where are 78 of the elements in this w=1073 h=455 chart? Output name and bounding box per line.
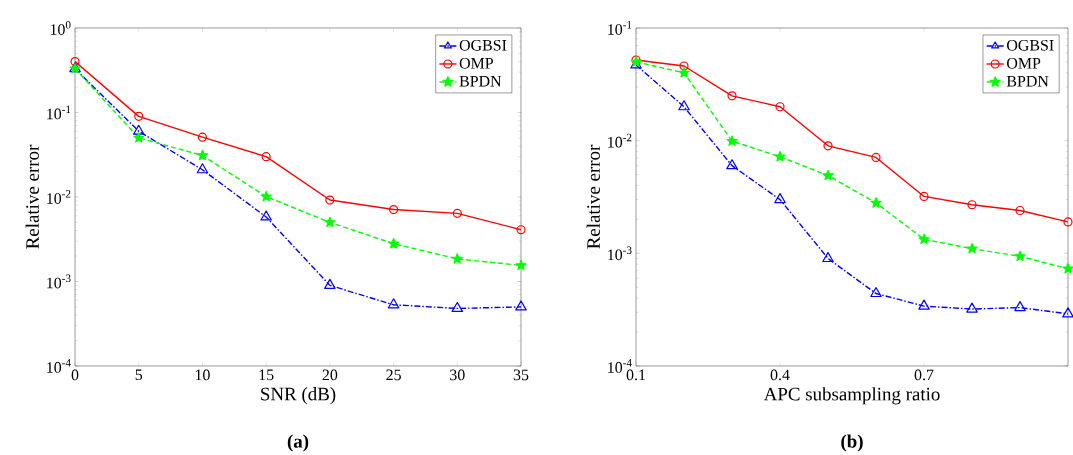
point [678,100,690,111]
text: (a) [287,434,309,452]
point [387,298,400,309]
x-tick-label: 35 [513,369,529,381]
point [726,135,738,146]
legend-label: OGBSI [1007,39,1054,51]
point [679,61,689,71]
point [260,190,272,202]
point [871,152,881,163]
y-tick-label: 10$^{-2}$ [608,133,632,148]
point [515,259,527,271]
point [388,204,399,215]
x-tick-label: 5 [135,369,143,381]
point [678,67,690,78]
legend-label: OMP [1007,57,1041,69]
point [325,195,335,205]
legend-label: BPDN [459,75,502,87]
y-tick-label: 10$^{0}$ [50,21,71,35]
point [196,149,208,161]
point [1015,205,1025,216]
y-tick-label: 10$^{-2}$ [47,190,71,204]
point [133,132,145,143]
point [516,225,526,235]
x-tick-label: 10 [195,369,210,381]
x-tick-label: 20 [322,369,338,381]
point [451,301,464,313]
x-axis-title: SNR (dB) [261,387,336,405]
point [966,242,978,254]
point [823,141,833,151]
y-axis-title: Relative error [25,144,39,249]
point [1014,250,1026,262]
point [727,91,737,101]
point [919,191,929,201]
point [451,253,463,264]
point [822,169,834,181]
point [197,132,208,142]
point [918,299,930,310]
x-tick-label: 30 [450,369,465,381]
point [966,302,978,313]
point [134,111,144,121]
y-tick-label: 10$^{-3}$ [608,246,632,261]
x-tick-label: 0.7 [914,369,934,381]
point [870,197,882,208]
point [774,150,786,162]
text: (b) [841,434,863,452]
point [1063,217,1073,227]
y-tick-label: 10$^{-3}$ [47,274,71,289]
x-axis-title: APC subsampling ratio [763,387,940,405]
point [1062,307,1073,318]
point [261,152,271,162]
point [132,124,145,135]
point [967,200,977,210]
point [870,286,882,298]
point [918,233,930,245]
legend-label: OGBSI [459,39,507,51]
point [515,300,527,311]
point [196,163,209,174]
y-tick-label: 10$^{-4}$ [47,359,71,373]
point [726,159,738,170]
point [1014,301,1026,312]
point [388,237,400,249]
point [260,210,272,221]
point [774,193,786,204]
y-tick-label: 10$^{-1}$ [47,105,71,120]
legend-label: BPDN [1006,75,1049,87]
point [775,102,785,112]
x-tick-label: 0 [71,369,79,381]
point [822,251,834,263]
legend-label: OMP [459,57,493,69]
x-tick-label: 15 [259,369,274,381]
y-axis-title: Relative error [586,144,600,249]
point [324,216,336,228]
x-tick-label: 0.4 [770,369,790,381]
point [452,208,462,218]
y-tick-label: 10$^{-1}$ [608,21,632,35]
point [324,278,336,289]
x-tick-label: 25 [386,369,401,381]
point [70,57,80,67]
